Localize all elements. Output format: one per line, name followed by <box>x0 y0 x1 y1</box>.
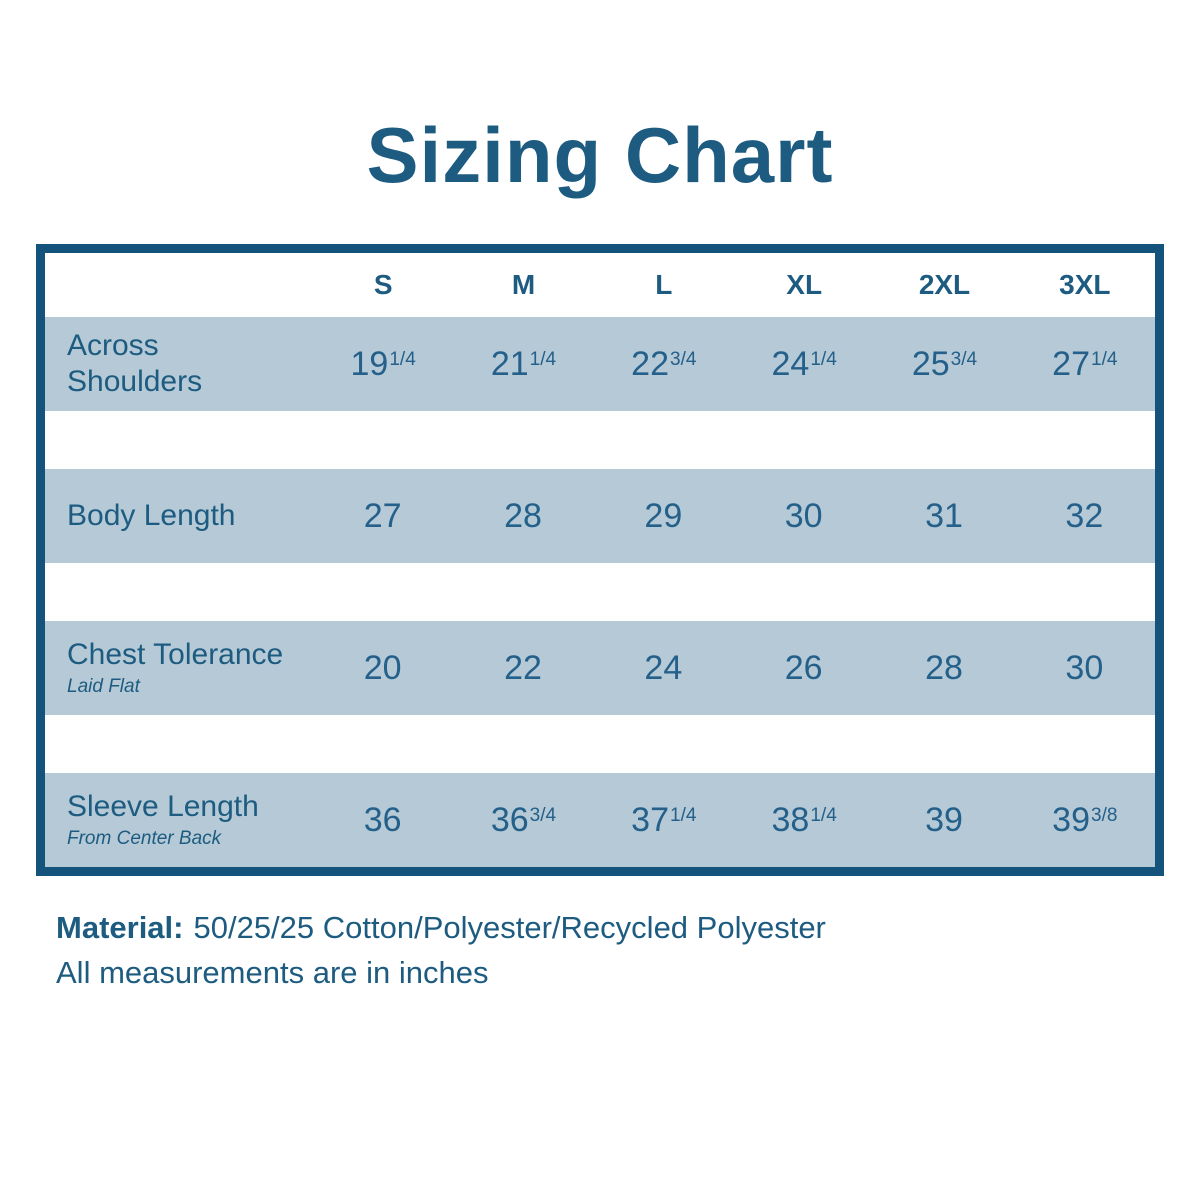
row-spacer <box>45 563 1155 621</box>
row-label: Body Length <box>67 499 236 532</box>
row-label: Chest Tolerance <box>67 638 284 672</box>
table-row-body-length: Body Length 27 28 29 30 31 32 <box>45 469 1155 563</box>
value-cell: 28 <box>925 648 963 687</box>
value-cell: 36 <box>363 800 402 839</box>
value-cell: 31 <box>925 496 963 535</box>
value-cell: 20 <box>363 648 402 687</box>
value-cell: 241/4 <box>771 344 837 383</box>
size-header-l: L <box>655 269 673 300</box>
value-cell: 191/4 <box>350 344 416 383</box>
material-value: 50/25/25 Cotton/Polyester/Recycled Polye… <box>193 910 826 945</box>
value-cell: 28 <box>504 496 542 535</box>
value-cell: 393/8 <box>1052 800 1118 839</box>
sizing-table: S M L XL 2XL 3XL Across Shoulders 191/4 … <box>36 244 1164 876</box>
size-header-m: M <box>511 269 536 300</box>
row-label: Sleeve Length <box>67 790 259 824</box>
value-cell: 39 <box>925 800 963 839</box>
size-header-3xl: 3XL <box>1059 269 1111 300</box>
value-cell: 223/4 <box>631 344 697 383</box>
size-header-s: S <box>373 269 393 300</box>
row-spacer <box>45 411 1155 469</box>
table-row-across-shoulders: Across Shoulders 191/4 211/4 223/4 241/4… <box>45 317 1155 411</box>
value-cell: 27 <box>363 496 402 535</box>
table-row-chest-tolerance: Chest Tolerance Laid Flat 20 22 24 26 28… <box>45 621 1155 715</box>
row-label-cell: Across Shoulders <box>45 328 313 400</box>
value-cell: 253/4 <box>911 344 978 383</box>
table-row-sleeve-length: Sleeve Length From Center Back 36 363/4 … <box>45 773 1155 867</box>
footer-notes: Material: 50/25/25 Cotton/Polyester/Recyc… <box>56 906 1200 996</box>
value-cell: 30 <box>1065 648 1104 687</box>
material-line: Material: 50/25/25 Cotton/Polyester/Recyc… <box>56 906 1200 951</box>
page-title: Sizing Chart <box>366 111 834 199</box>
row-label-cell: Chest Tolerance Laid Flat <box>45 637 313 699</box>
row-label: Across Shoulders <box>67 329 203 398</box>
value-cell: 26 <box>784 648 823 687</box>
value-cell: 371/4 <box>631 800 697 839</box>
size-header-2xl: 2XL <box>918 269 971 300</box>
size-header-xl: XL <box>786 269 823 300</box>
row-sublabel: Laid Flat <box>67 676 140 698</box>
value-cell: 32 <box>1065 496 1104 535</box>
value-cell: 22 <box>504 648 542 687</box>
value-cell: 24 <box>644 648 683 687</box>
value-cell: 363/4 <box>490 800 557 839</box>
value-cell: 211/4 <box>490 344 557 383</box>
row-spacer <box>45 715 1155 773</box>
measurement-note: All measurements are in inches <box>56 954 489 990</box>
value-cell: 381/4 <box>771 800 837 839</box>
value-cell: 271/4 <box>1052 344 1118 383</box>
size-header-row: S M L XL 2XL 3XL <box>45 253 1155 317</box>
value-cell: 30 <box>784 496 823 535</box>
material-label: Material: <box>56 910 184 945</box>
value-cell: 29 <box>644 496 683 535</box>
row-label-cell: Body Length <box>45 498 313 534</box>
row-label-cell: Sleeve Length From Center Back <box>45 789 313 851</box>
row-sublabel: From Center Back <box>67 828 222 850</box>
